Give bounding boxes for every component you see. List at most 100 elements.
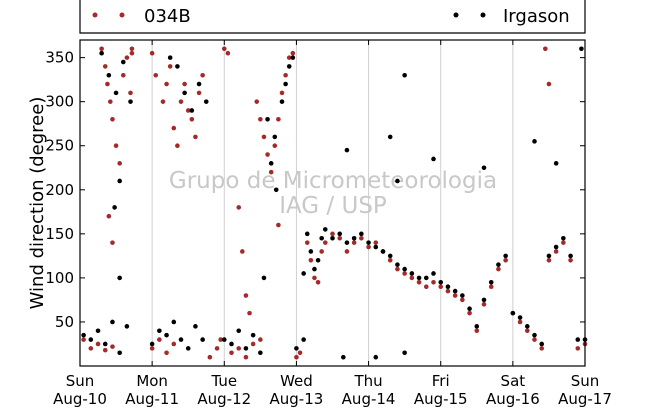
- data-point-irgason: [106, 72, 112, 78]
- data-point-034b: [337, 235, 343, 241]
- x-tick-label-date: Aug-17: [558, 390, 612, 408]
- data-point-034b: [294, 354, 299, 360]
- data-point-034b: [265, 152, 270, 157]
- data-point-irgason: [460, 293, 465, 298]
- data-point-034b: [319, 249, 324, 254]
- data-point-irgason: [387, 134, 393, 140]
- data-point-034b: [268, 169, 274, 175]
- data-point-034b: [113, 143, 119, 149]
- legend-marker-034b-2: [119, 12, 125, 18]
- data-point-irgason: [474, 324, 480, 329]
- data-point-irgason: [124, 324, 130, 329]
- x-tick-label-day: Mon: [136, 372, 168, 390]
- data-point-034b: [164, 81, 169, 87]
- data-point-034b: [95, 341, 101, 347]
- x-tick-label-date: Aug-16: [486, 390, 540, 408]
- data-point-034b: [283, 72, 288, 78]
- data-point-irgason: [496, 262, 501, 267]
- data-point-034b: [308, 257, 314, 263]
- data-point-034b: [387, 257, 393, 263]
- data-point-irgason: [167, 55, 173, 60]
- data-point-034b: [546, 81, 552, 87]
- data-point-034b: [178, 99, 184, 104]
- data-point-034b: [149, 346, 155, 351]
- data-point-irgason: [438, 279, 444, 285]
- data-point-034b: [445, 288, 451, 294]
- data-point-034b: [416, 279, 422, 285]
- data-point-irgason: [294, 346, 299, 351]
- data-point-034b: [254, 99, 260, 104]
- data-point-irgason: [157, 328, 162, 334]
- data-point-034b: [276, 222, 281, 228]
- data-point-034b: [322, 240, 328, 245]
- data-point-irgason: [117, 350, 122, 356]
- data-point-irgason: [423, 275, 429, 281]
- data-point-irgason: [203, 99, 209, 104]
- data-point-irgason: [95, 328, 101, 334]
- data-point-034b: [196, 90, 202, 96]
- y-tick-label: 100: [45, 269, 74, 287]
- data-point-irgason: [261, 275, 267, 281]
- data-point-irgason: [402, 266, 407, 272]
- data-point-irgason: [102, 341, 108, 347]
- data-point-irgason: [178, 337, 184, 342]
- data-point-034b: [286, 55, 292, 60]
- data-point-034b: [496, 266, 501, 272]
- data-point-irgason: [117, 275, 122, 281]
- x-tick-label-day: Thu: [353, 372, 382, 390]
- data-point-034b: [221, 46, 227, 52]
- data-point-034b: [532, 337, 537, 342]
- data-point-irgason: [128, 99, 133, 104]
- data-point-irgason: [164, 332, 169, 338]
- data-point-irgason: [304, 231, 310, 237]
- plot-frame: [79, 39, 586, 367]
- data-point-irgason: [301, 271, 306, 276]
- data-point-034b: [167, 64, 173, 69]
- data-point-034b: [481, 302, 487, 307]
- data-point-irgason: [286, 64, 292, 69]
- data-point-irgason: [193, 324, 198, 329]
- data-point-034b: [553, 249, 559, 254]
- data-point-irgason: [579, 46, 584, 52]
- y-tick-label: 50: [55, 313, 74, 331]
- data-point-034b: [200, 72, 205, 78]
- data-point-irgason: [319, 235, 324, 241]
- data-point-034b: [423, 284, 429, 290]
- data-point-irgason: [120, 59, 126, 65]
- data-point-034b: [105, 81, 110, 87]
- data-point-034b: [99, 46, 104, 52]
- data-point-irgason: [149, 341, 155, 347]
- data-point-irgason: [395, 178, 400, 184]
- series-irgason: [81, 46, 588, 360]
- data-point-irgason: [250, 332, 256, 338]
- data-point-irgason: [553, 244, 559, 250]
- data-point-irgason: [341, 354, 346, 360]
- data-point-irgason: [344, 240, 350, 245]
- data-point-irgason: [315, 257, 321, 263]
- watermark-line-2: IAG / USP: [279, 193, 387, 219]
- data-point-irgason: [200, 337, 205, 342]
- data-point-irgason: [189, 108, 195, 113]
- data-point-034b: [474, 328, 480, 334]
- data-point-034b: [546, 257, 552, 263]
- data-point-irgason: [568, 253, 573, 259]
- data-point-034b: [460, 297, 465, 303]
- data-point-irgason: [337, 231, 343, 237]
- data-point-034b: [539, 346, 545, 351]
- data-point-034b: [171, 125, 177, 131]
- data-point-034b: [431, 279, 436, 285]
- data-point-irgason: [272, 134, 278, 140]
- data-point-034b: [117, 161, 122, 166]
- data-point-irgason: [112, 205, 117, 210]
- y-tick-label: 350: [45, 49, 74, 67]
- data-point-034b: [272, 143, 278, 149]
- data-point-irgason: [561, 235, 566, 241]
- data-point-irgason: [402, 72, 407, 78]
- data-point-irgason: [344, 147, 350, 153]
- x-tick-label-date: Aug-15: [414, 390, 468, 408]
- x-tick-label-date: Aug-13: [270, 390, 324, 408]
- data-point-034b: [261, 134, 267, 140]
- x-tick-label-date: Aug-12: [197, 390, 251, 408]
- data-point-irgason: [532, 332, 537, 338]
